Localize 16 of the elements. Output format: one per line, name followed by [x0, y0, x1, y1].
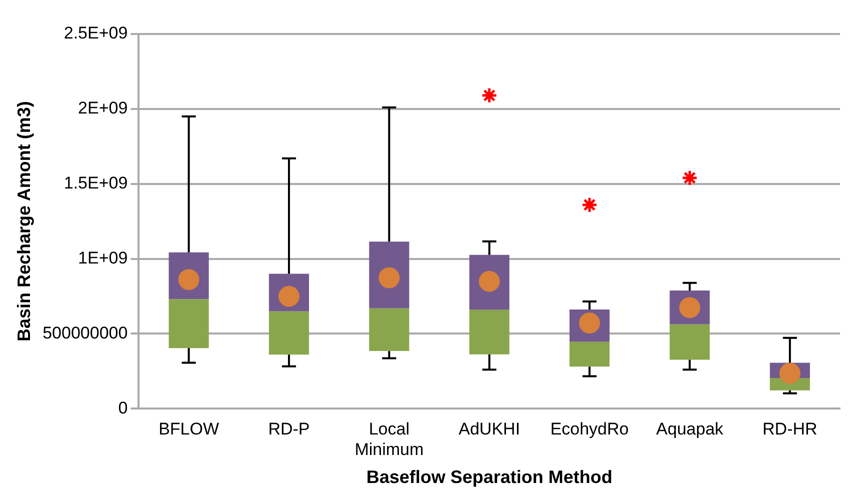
x-tick-label: Local Minimum	[354, 419, 424, 459]
y-tick-label: 1.5E+09	[64, 174, 128, 193]
x-tick-label: EcohydRo	[550, 419, 629, 438]
y-tick-label: 500000000	[42, 323, 128, 342]
point	[779, 362, 800, 384]
x-tick-label: BFLOW	[158, 419, 220, 438]
y-tick-label: 2.5E+09	[64, 24, 128, 43]
y-tick-label: 1E+09	[78, 248, 128, 268]
y-tick-label: 2E+09	[78, 98, 128, 118]
y-axis-title: Basin Recharge Amont (m3)	[14, 101, 34, 342]
x-tick-label: AdUKHI	[458, 419, 520, 438]
x-tick-label: Aquapak	[656, 419, 724, 438]
x-axis-title: Baseflow Separation Method	[366, 467, 612, 488]
x-tick-label: RD-P	[268, 419, 310, 438]
y-tick-label: 0	[118, 398, 128, 418]
x-tick-label: RD-HR	[762, 419, 818, 438]
